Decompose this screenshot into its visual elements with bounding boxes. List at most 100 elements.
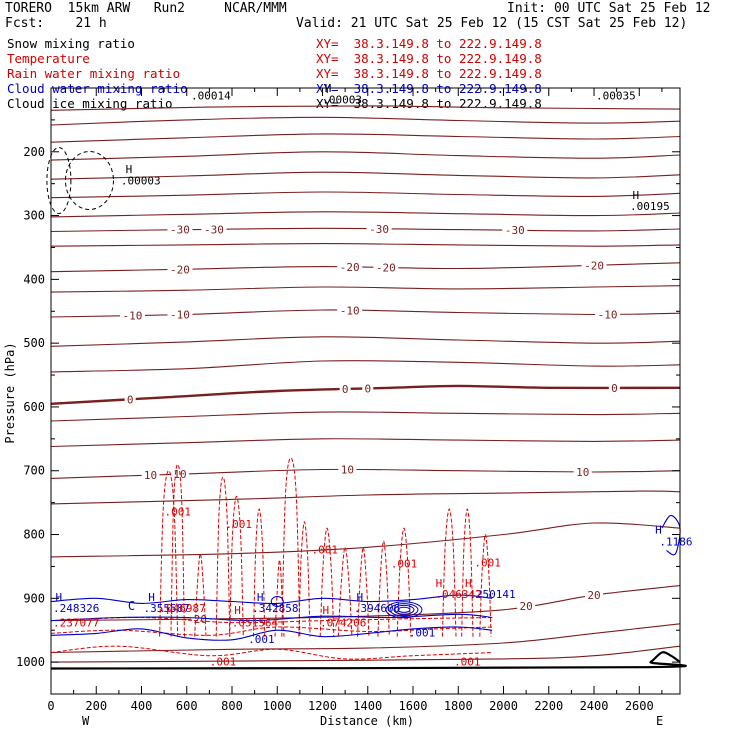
x-tick-label: 2000 (489, 699, 518, 713)
cloud-water-loop (385, 601, 423, 619)
maximum-value-label: .046342 (435, 588, 481, 601)
y-tick-label: 900 (23, 591, 45, 605)
rain-plume-14 (479, 533, 492, 637)
legend-snow-xy: XY= 38.3.149.8 to 222.9.149.8 (316, 36, 542, 51)
y-tick-label: 300 (23, 209, 45, 223)
isotherm-minus30-label-bg (502, 224, 528, 237)
isotherm-10-label-bg (141, 469, 160, 482)
isotherm-20-label-bg (517, 600, 536, 613)
isotherm-minus10-label: -10 (598, 308, 618, 321)
west-label: W (82, 714, 90, 728)
isotherm-p-line (50, 645, 681, 663)
isotherm-20-label: 20 (520, 600, 533, 613)
isotherm-minus20-label-bg (167, 263, 193, 276)
x-tick-label: 0 (47, 699, 54, 713)
y-tick-label: 200 (23, 145, 45, 159)
isotherm-minus30-label: -30 (505, 224, 525, 237)
isotherm-minus20-label-bg (373, 261, 399, 274)
valid-time: Valid: 21 UTC Sat 25 Feb 12 (15 CST Sat … (296, 16, 688, 31)
isotherm-zero-label: 0 (611, 382, 618, 395)
isotherm-o-line (50, 623, 681, 654)
rain-contour-label: .001 (391, 558, 418, 571)
isotherm-20-label: 20 (587, 589, 600, 602)
legend-rain-xy: XY= 38.3.149.8 to 222.9.149.8 (316, 66, 542, 81)
contour-labels: .00014 .00003 .00035 .00003 .00195 .248326 .35… (50, 82, 692, 670)
maximum-h-marker: H (166, 604, 173, 617)
maximum-value-label: .00003 (322, 93, 362, 106)
isotherm-minus10-label-bg (119, 309, 145, 322)
maximum-h-marker: H (126, 163, 133, 176)
maximum-value-label: .237077 (53, 617, 99, 630)
maximum-value-label: .394606 (354, 602, 400, 615)
x-tick-label: 1800 (444, 699, 473, 713)
x-axis-label: Distance (km) (320, 714, 414, 728)
isotherm-minus10-label-bg (167, 308, 193, 321)
rain-contour-label: .001 (474, 556, 501, 569)
maximum-value-label: .00014 (191, 90, 231, 103)
rain-plume-13 (461, 508, 474, 637)
isotherm-minus30-label: -30 (369, 223, 389, 236)
rain-contour-label: .001 (226, 518, 253, 531)
cloud-water-line-2 (50, 613, 493, 622)
x-tick-label: 400 (131, 699, 153, 713)
rain-plume-4 (253, 508, 266, 637)
isotherm-20-label: 20 (194, 613, 207, 626)
cloud-ice-contours (46, 146, 114, 214)
maximum-h-marker: H (148, 591, 155, 604)
isotherm-minus30-label: -30 (170, 224, 190, 237)
x-tick-label: 1200 (308, 699, 337, 713)
isotherm-minus30-label: -30 (204, 223, 224, 236)
x-tick-label: 1400 (353, 699, 382, 713)
rain-plume-1 (170, 463, 185, 637)
isotherm-minus30-label-bg (366, 222, 392, 235)
isotherm-e-line (50, 191, 681, 199)
isotherm-c-line (50, 151, 681, 161)
x-tick-label: 600 (176, 699, 198, 713)
x-tick-label: 1000 (263, 699, 292, 713)
isotherm-minus20-label-bg (581, 259, 607, 272)
isotherm-minus10-label: -10 (170, 309, 190, 322)
maximum-value-label: .00003 (121, 174, 161, 187)
cloud-water-loop (389, 603, 419, 617)
cloud-ice-contour (46, 146, 72, 214)
isotherm-minus10-label: -10 (123, 309, 143, 322)
isotherm-minus30-label-bg (201, 223, 227, 236)
maximum-value-label: .00035 (596, 90, 636, 103)
isotherm-zero-label: 0 (342, 383, 349, 396)
maximum-h-marker: H (632, 189, 639, 202)
rain-plume-16 (274, 559, 285, 637)
isotherm-10-label-bg (573, 465, 592, 478)
rain-envelope-1 (50, 645, 493, 660)
legend-cloud-ice-name: Cloud ice mixing ratio (7, 96, 173, 111)
y-axis-label: Pressure (hPa) (3, 342, 17, 443)
isotherm-minus10-label: -10 (340, 304, 360, 317)
maximum-value-label: .1186 (659, 536, 692, 549)
rain-plume-15 (194, 553, 207, 637)
terrain-surface-line (50, 651, 687, 670)
isotherm-10-label: 10 (576, 466, 589, 479)
cloud-ice-contour (64, 150, 114, 210)
maximum-value-label: .051564 (232, 617, 279, 630)
isotherm-minus20-label-bg (337, 260, 363, 273)
isotherm-n-line (50, 522, 681, 558)
x-tick-label: 200 (85, 699, 107, 713)
isotherm-zero-label-bg (608, 381, 620, 394)
isotherm-zero-label: 0 (127, 393, 134, 406)
rain-plume-10 (377, 540, 390, 637)
maximum-value-label: .046987 (159, 602, 205, 615)
isotherm-zero-label-bg (124, 393, 136, 406)
rain-contour-label: .001 (210, 655, 237, 668)
rain-plume-11 (396, 527, 412, 637)
cloud-water-contour-label: .001 (409, 627, 436, 640)
isotherm-minus20-label: -20 (170, 263, 190, 276)
cloud-water-line-0 (50, 594, 493, 605)
model-title: TORERO 15km ARW Run2 NCAR/MMM (5, 1, 287, 16)
isotherm-zero-label-bg (339, 383, 351, 396)
maximum-h-marker: H (655, 523, 662, 536)
x-tick-label: 2400 (580, 699, 609, 713)
rain-plume-2 (215, 476, 231, 637)
maximum-value-label: .355587 (144, 602, 190, 615)
isotherm-minus10-line (50, 309, 681, 318)
isotherm-zero-label: 0 (364, 382, 371, 395)
